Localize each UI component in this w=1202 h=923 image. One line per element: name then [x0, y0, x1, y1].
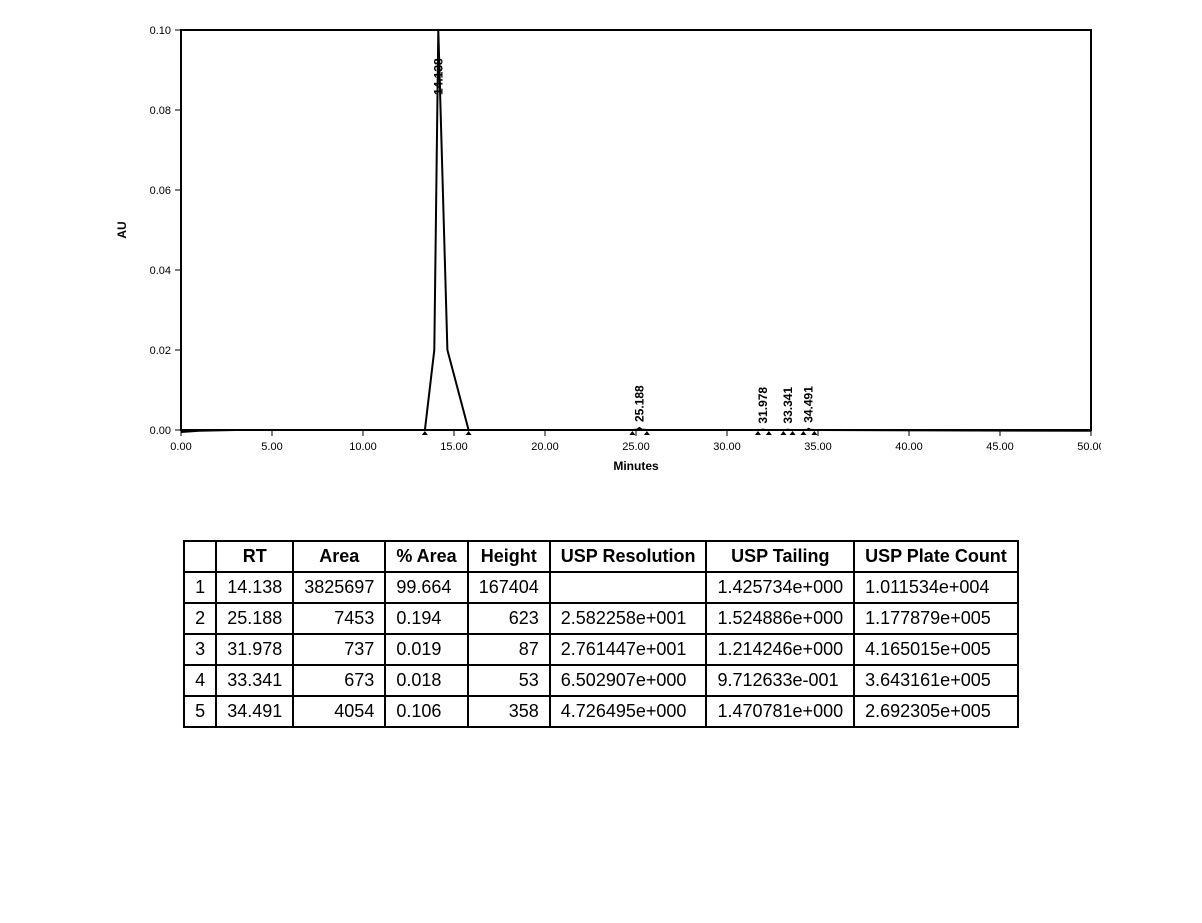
table-header-cell: Height [468, 541, 550, 572]
peak-label: 34.491 [802, 386, 816, 423]
svg-text:0.00: 0.00 [170, 441, 191, 453]
table-row: 114.138382569799.664167404 1.425734e+0001… [184, 572, 1018, 603]
table-row: 331.9787370.019872.761447e+0011.214246e+… [184, 634, 1018, 665]
table-cell: 2 [184, 603, 216, 634]
table-row: 433.3416730.018536.502907e+0009.712633e-… [184, 665, 1018, 696]
svg-text:45.00: 45.00 [986, 441, 1014, 453]
svg-text:40.00: 40.00 [895, 441, 923, 453]
chromatogram-chart: 0.00 0.02 0.04 0.06 0.08 0.10 0.00 5.00 10.00 15.… [101, 20, 1101, 520]
peak-label: 25.188 [632, 385, 646, 422]
svg-text:25.00: 25.00 [622, 441, 650, 453]
svg-text:5.00: 5.00 [261, 441, 282, 453]
svg-text:10.00: 10.00 [349, 441, 377, 453]
table-cell: 1.425734e+000 [706, 572, 854, 603]
table-cell: 53 [468, 665, 550, 696]
table-cell: 673 [293, 665, 385, 696]
table-cell: 99.664 [385, 572, 467, 603]
table-cell: 737 [293, 634, 385, 665]
svg-text:0.06: 0.06 [150, 185, 171, 197]
svg-text:0.02: 0.02 [150, 345, 171, 357]
table-cell: 6.502907e+000 [550, 665, 707, 696]
table-cell: 3 [184, 634, 216, 665]
table-cell: 4.165015e+005 [854, 634, 1018, 665]
table-cell: 1.177879e+005 [854, 603, 1018, 634]
table-cell: 1.470781e+000 [706, 696, 854, 727]
table-cell: 3825697 [293, 572, 385, 603]
table-cell: 2.582258e+001 [550, 603, 707, 634]
table-cell: 358 [468, 696, 550, 727]
table-cell: 1.524886e+000 [706, 603, 854, 634]
chart-svg: 0.00 0.02 0.04 0.06 0.08 0.10 0.00 5.00 10.00 15.… [101, 20, 1101, 490]
table-cell: 1.011534e+004 [854, 572, 1018, 603]
table-cell: 0.019 [385, 634, 467, 665]
table-cell: 31.978 [216, 634, 293, 665]
table-cell: 2.692305e+005 [854, 696, 1018, 727]
peak-table: RTArea% AreaHeightUSP ResolutionUSP Tail… [183, 540, 1019, 728]
svg-text:0.10: 0.10 [150, 25, 171, 37]
table-header-cell: USP Resolution [550, 541, 707, 572]
table-cell: 1.214246e+000 [706, 634, 854, 665]
table-cell: 1 [184, 572, 216, 603]
table-cell: 87 [468, 634, 550, 665]
table-cell: 7453 [293, 603, 385, 634]
svg-text:0.08: 0.08 [150, 105, 171, 117]
table-cell: 3.643161e+005 [854, 665, 1018, 696]
table-cell: 0.106 [385, 696, 467, 727]
table-header-cell: Area [293, 541, 385, 572]
table-cell [550, 572, 707, 603]
table-cell: 0.018 [385, 665, 467, 696]
table-cell: 4 [184, 665, 216, 696]
svg-text:30.00: 30.00 [713, 441, 741, 453]
table-row: 225.18874530.1946232.582258e+0011.524886… [184, 603, 1018, 634]
svg-text:0.04: 0.04 [150, 265, 171, 277]
peak-label: 14.138 [431, 58, 445, 95]
table-header-cell: RT [216, 541, 293, 572]
svg-text:0.00: 0.00 [150, 425, 171, 437]
table-header-cell: % Area [385, 541, 467, 572]
svg-text:35.00: 35.00 [804, 441, 832, 453]
svg-text:AU: AU [115, 221, 129, 238]
peak-label: 31.978 [756, 387, 770, 424]
table-cell: 34.491 [216, 696, 293, 727]
table-header-cell [184, 541, 216, 572]
table-header-cell: USP Tailing [706, 541, 854, 572]
table-cell: 2.761447e+001 [550, 634, 707, 665]
table-cell: 623 [468, 603, 550, 634]
svg-text:50.00: 50.00 [1077, 441, 1101, 453]
table-cell: 167404 [468, 572, 550, 603]
svg-text:Minutes: Minutes [613, 459, 659, 473]
table-cell: 33.341 [216, 665, 293, 696]
table-cell: 4054 [293, 696, 385, 727]
table-cell: 5 [184, 696, 216, 727]
peak-label: 33.341 [781, 387, 795, 424]
table-header-row: RTArea% AreaHeightUSP ResolutionUSP Tail… [184, 541, 1018, 572]
table-row: 534.49140540.1063584.726495e+0001.470781… [184, 696, 1018, 727]
svg-text:15.00: 15.00 [440, 441, 468, 453]
table-cell: 14.138 [216, 572, 293, 603]
svg-text:20.00: 20.00 [531, 441, 559, 453]
table-cell: 4.726495e+000 [550, 696, 707, 727]
table-header-cell: USP Plate Count [854, 541, 1018, 572]
table-body: 114.138382569799.6641674041.425734e+0001… [184, 572, 1018, 727]
table-cell: 25.188 [216, 603, 293, 634]
table-cell: 9.712633e-001 [706, 665, 854, 696]
table-cell: 0.194 [385, 603, 467, 634]
